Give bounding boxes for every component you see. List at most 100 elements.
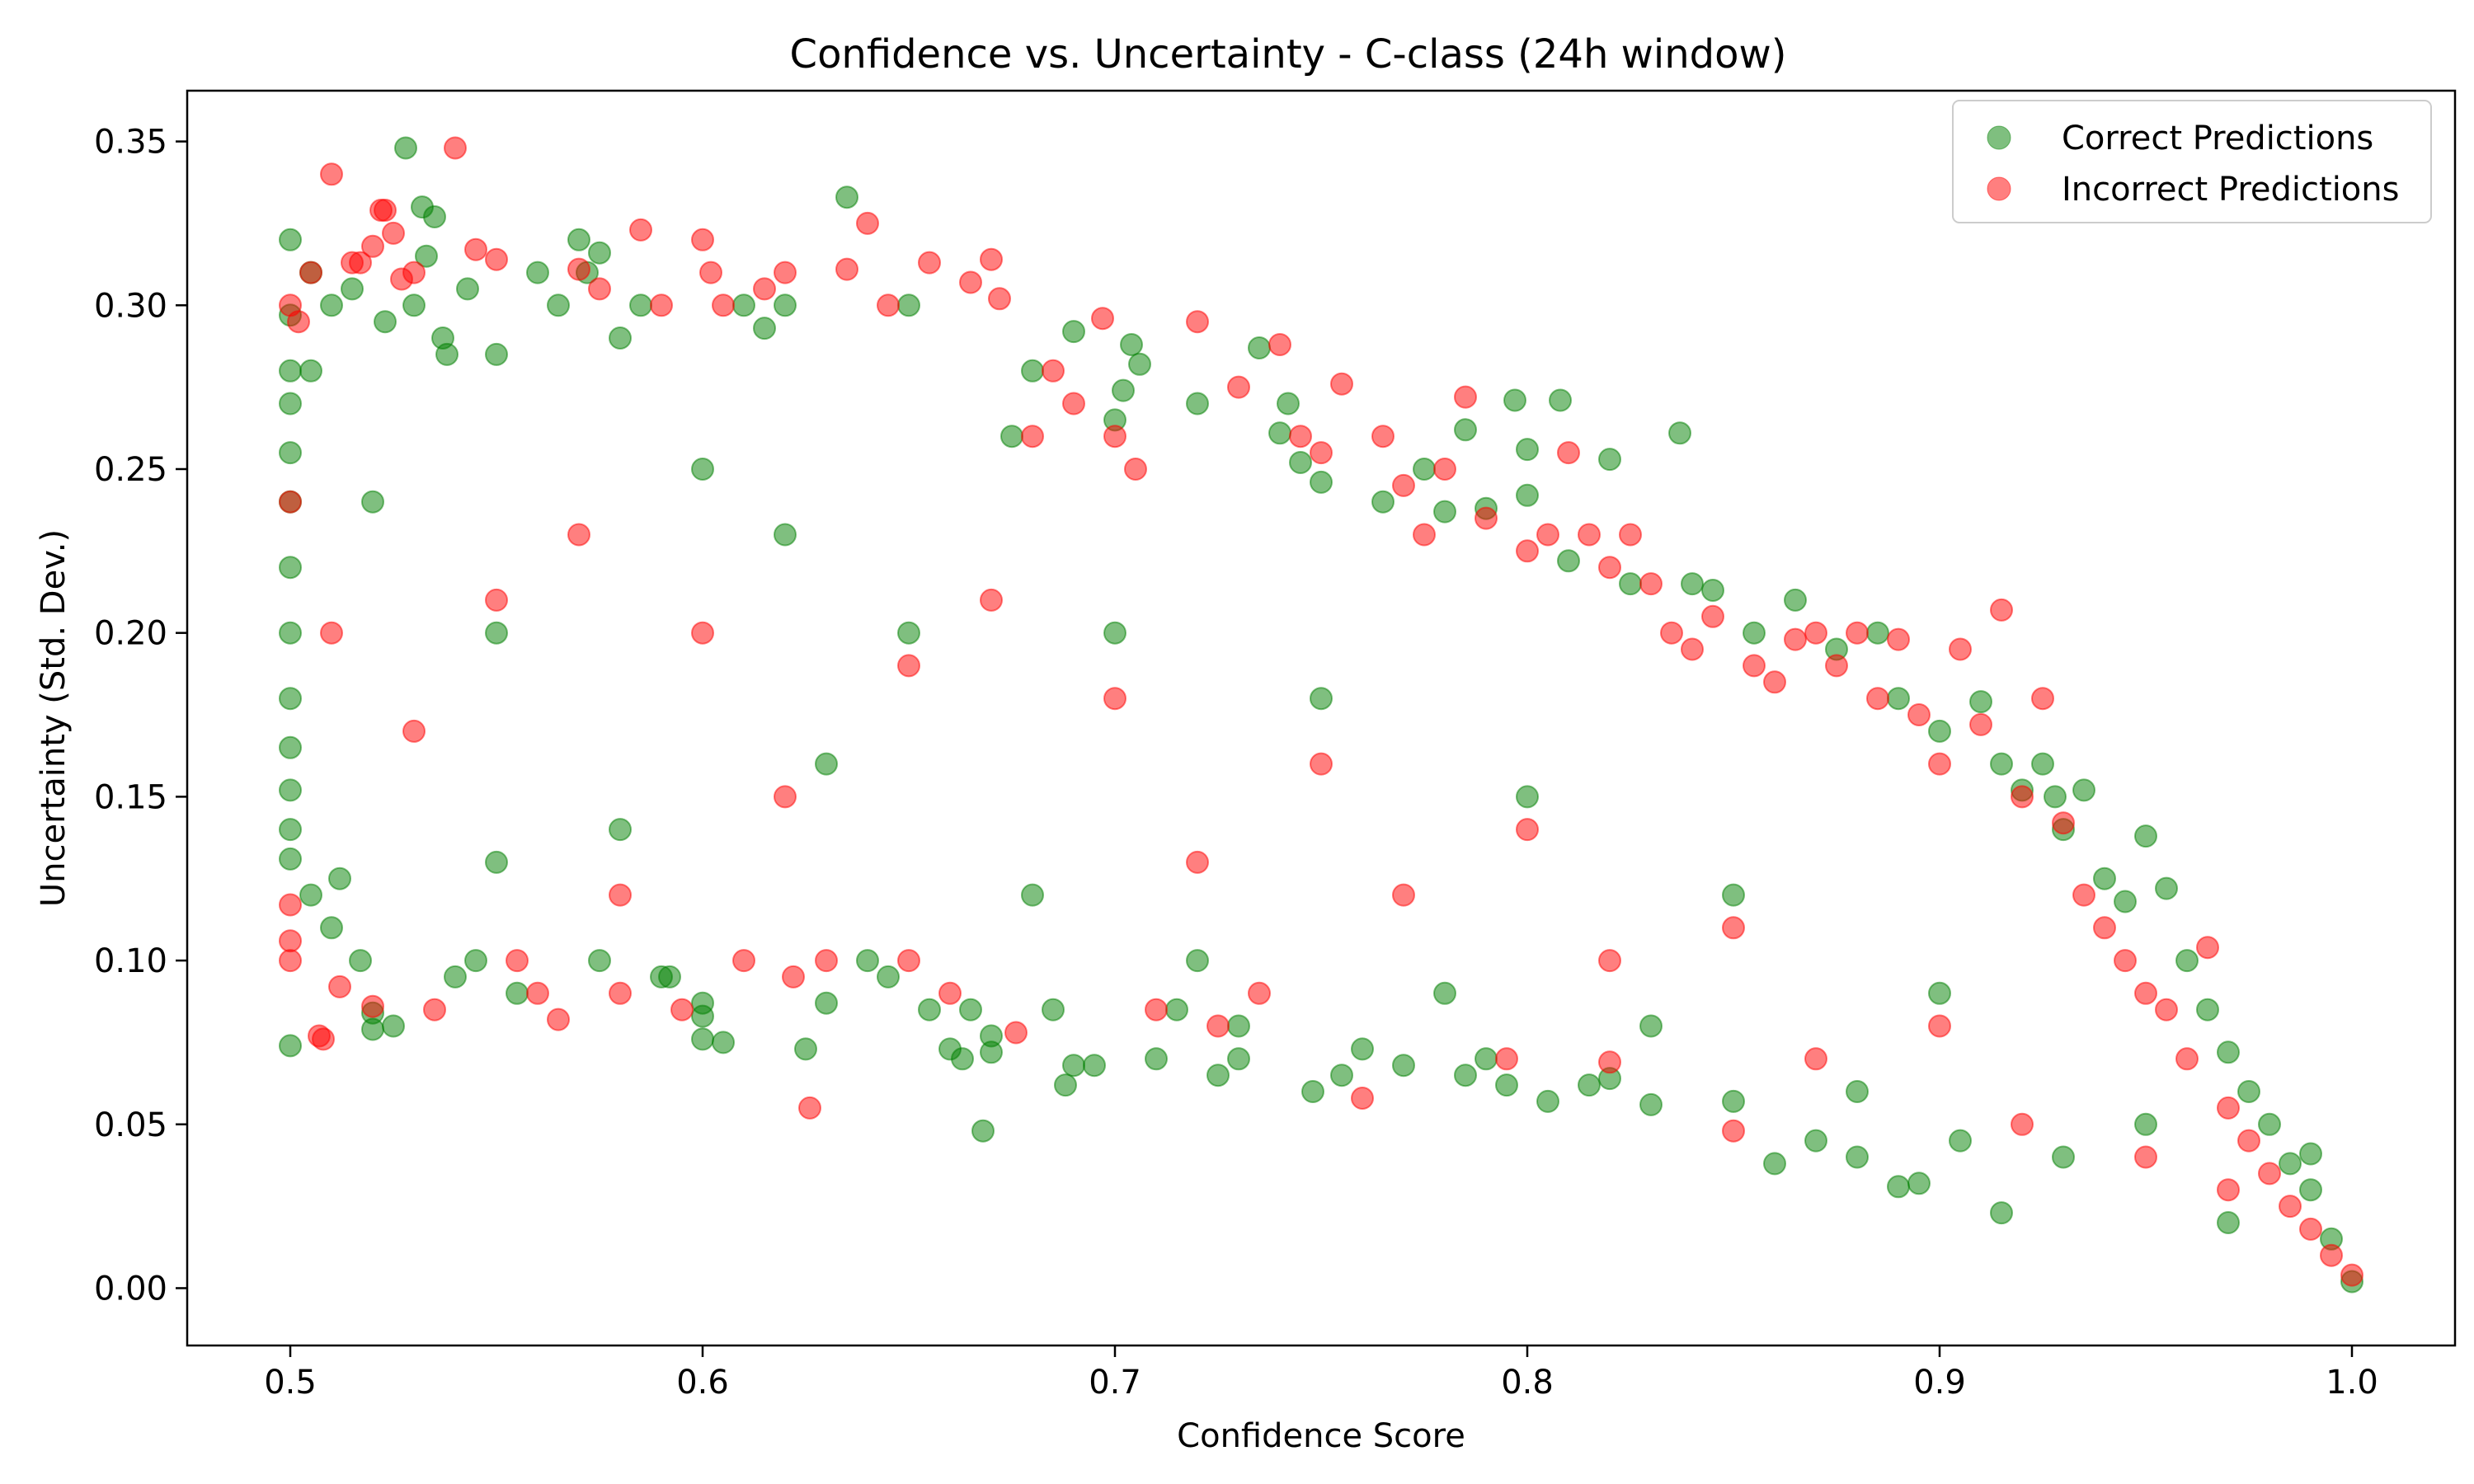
scatter-point — [485, 850, 508, 874]
scatter-point — [1103, 621, 1126, 645]
scatter-point — [1413, 458, 1436, 481]
scatter-point — [1578, 1073, 1601, 1097]
scatter-point — [464, 237, 487, 261]
scatter-point — [798, 1096, 821, 1120]
scatter-point — [402, 294, 426, 317]
scatter-point — [2134, 1145, 2157, 1169]
scatter-point — [1639, 572, 1663, 596]
scatter-point — [456, 277, 479, 301]
scatter-point — [897, 621, 920, 645]
y-tick-label: 0.20 — [94, 615, 167, 653]
scatter-point — [2340, 1263, 2363, 1287]
scatter-point — [1763, 670, 1786, 694]
scatter-point — [691, 1004, 714, 1028]
scatter-point — [1433, 981, 1456, 1005]
scatter-point — [1536, 523, 1559, 547]
scatter-point — [2175, 949, 2199, 973]
scatter-point — [1557, 549, 1580, 573]
scatter-point — [1763, 1152, 1786, 1176]
scatter-point — [2217, 1211, 2240, 1234]
scatter-point — [1124, 458, 1147, 481]
scatter-point — [1846, 1145, 1869, 1169]
scatter-point — [629, 294, 652, 317]
scatter-point — [1598, 949, 1621, 973]
scatter-point — [2279, 1195, 2302, 1219]
scatter-point — [1186, 392, 1209, 416]
scatter-point — [691, 228, 714, 251]
scatter-point — [1227, 1047, 1250, 1071]
scatter-point — [382, 221, 405, 245]
scatter-point — [2072, 778, 2095, 802]
scatter-point — [1371, 425, 1395, 448]
scatter-point — [1660, 621, 1683, 645]
scatter-point — [1206, 1064, 1230, 1087]
scatter-point — [1866, 687, 1889, 711]
scatter-point — [1949, 1129, 1972, 1153]
scatter-point — [1310, 687, 1333, 711]
scatter-point — [320, 621, 343, 645]
scatter-point — [1268, 421, 1291, 445]
scatter-point — [328, 974, 351, 998]
scatter-point — [1516, 438, 1539, 462]
scatter-point — [1701, 604, 1724, 628]
scatter-point — [1145, 998, 1168, 1021]
scatter-point — [2196, 936, 2219, 960]
scatter-point — [374, 310, 397, 334]
scatter-point — [279, 1034, 302, 1058]
scatter-point — [658, 965, 681, 989]
scatter-point — [1091, 307, 1114, 331]
scatter-point — [1475, 506, 1498, 530]
scatter-point — [2155, 998, 2178, 1021]
scatter-point — [2052, 1145, 2075, 1169]
scatter-point — [1248, 981, 1271, 1005]
scatter-point — [341, 277, 364, 301]
scatter-point — [320, 294, 343, 317]
scatter-point — [753, 317, 776, 340]
scatter-point — [567, 228, 590, 251]
scatter-point — [328, 866, 351, 890]
scatter-point — [1907, 703, 1931, 726]
scatter-point — [1866, 621, 1889, 645]
scatter-point — [1578, 523, 1601, 547]
scatter-point — [1454, 385, 1477, 409]
scatter-point — [1516, 539, 1539, 563]
scatter-point — [1516, 785, 1539, 809]
scatter-point — [2217, 1178, 2240, 1202]
scatter-point — [1186, 850, 1209, 874]
x-tick-label: 0.7 — [1089, 1364, 1141, 1402]
scatter-point — [2237, 1129, 2260, 1153]
scatter-point — [2299, 1217, 2322, 1241]
scatter-point — [588, 277, 611, 301]
scatter-point — [1454, 418, 1477, 442]
scatter-point — [794, 1037, 817, 1061]
legend-marker-incorrect — [1987, 176, 2011, 201]
scatter-point — [279, 228, 302, 251]
scatter-point — [279, 556, 302, 580]
scatter-point — [1301, 1080, 1324, 1103]
scatter-point — [588, 949, 611, 973]
scatter-point — [609, 981, 632, 1005]
scatter-point — [1701, 579, 1724, 602]
data-points-layer — [279, 136, 2363, 1294]
scatter-point — [1083, 1054, 1106, 1078]
scatter-point — [1619, 523, 1642, 547]
scatter-point — [815, 991, 838, 1015]
scatter-point — [691, 1027, 714, 1051]
series-correct-predictions — [279, 136, 2363, 1294]
scatter-point — [1248, 336, 1271, 359]
scatter-point — [1804, 1129, 1827, 1153]
series-incorrect-predictions — [279, 136, 2363, 1287]
scatter-point — [279, 735, 302, 759]
scatter-point — [1722, 916, 1745, 940]
scatter-point — [279, 392, 302, 416]
scatter-point — [1743, 621, 1766, 645]
scatter-point — [856, 949, 879, 973]
scatter-point — [349, 251, 372, 275]
scatter-point — [1846, 621, 1869, 645]
scatter-point — [1268, 333, 1291, 356]
scatter-point — [1907, 1172, 1931, 1195]
scatter-point — [2320, 1243, 2343, 1267]
scatter-point — [774, 523, 797, 547]
scatter-point — [609, 326, 632, 350]
scatter-point — [1598, 448, 1621, 472]
